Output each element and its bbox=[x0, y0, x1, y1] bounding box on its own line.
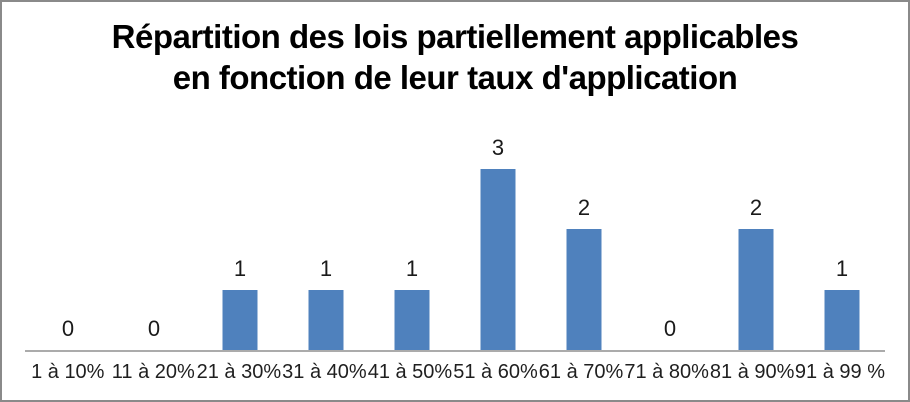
category-label: 41 à 50% bbox=[367, 361, 453, 383]
data-label: 1 bbox=[835, 255, 849, 281]
data-label: 1 bbox=[233, 255, 247, 281]
bar-slot: 1 bbox=[369, 132, 455, 350]
chart-title-line2: en fonction de leur taux d'application bbox=[172, 59, 738, 96]
bar bbox=[824, 289, 860, 350]
data-label: 0 bbox=[147, 316, 161, 341]
plot-area: 0 0 1 1 1 3 2 0 2 1 bbox=[25, 132, 885, 352]
bar-slot: 0 bbox=[627, 132, 713, 350]
x-axis-category-labels: 1 à 10% 11 à 20% 21 à 30% 31 à 40% 41 à 50% 5… bbox=[25, 359, 885, 385]
bar bbox=[738, 229, 774, 350]
bar bbox=[394, 289, 430, 350]
bar bbox=[566, 229, 602, 350]
chart-title: Répartition des lois partiellement appli… bbox=[2, 16, 908, 98]
category-label: 1 à 10% bbox=[31, 361, 105, 383]
chart-title-line1: Répartition des lois partiellement appli… bbox=[111, 18, 799, 55]
data-label: 1 bbox=[319, 255, 333, 281]
bar bbox=[480, 168, 516, 350]
data-label: 3 bbox=[491, 134, 505, 160]
category-label: 61 à 70% bbox=[538, 361, 624, 383]
category-label: 91 à 99 % bbox=[794, 361, 885, 383]
bar-slot: 1 bbox=[197, 132, 283, 350]
bar-slot: 0 bbox=[25, 132, 111, 350]
bar-slot: 0 bbox=[111, 132, 197, 350]
bar bbox=[222, 289, 258, 350]
category-label: 31 à 40% bbox=[282, 361, 367, 383]
bar-slot: 2 bbox=[541, 132, 627, 350]
data-label: 2 bbox=[577, 195, 591, 220]
data-label: 2 bbox=[749, 195, 763, 220]
bar-slot: 1 bbox=[799, 132, 885, 350]
data-label: 1 bbox=[405, 255, 419, 281]
bar-slot: 3 bbox=[455, 132, 541, 350]
category-label: 11 à 20% bbox=[111, 361, 195, 383]
data-label: 0 bbox=[61, 316, 75, 341]
data-label: 0 bbox=[663, 316, 677, 341]
category-label: 21 à 30% bbox=[196, 361, 282, 383]
category-label: 51 à 60% bbox=[453, 361, 538, 383]
bar-slot: 2 bbox=[713, 132, 799, 350]
bars-row: 0 0 1 1 1 3 2 0 2 1 bbox=[25, 132, 885, 350]
category-label: 71 à 80% bbox=[624, 361, 709, 383]
bar-slot: 1 bbox=[283, 132, 369, 350]
bar bbox=[308, 289, 344, 350]
category-label: 81 à 90% bbox=[709, 361, 795, 383]
